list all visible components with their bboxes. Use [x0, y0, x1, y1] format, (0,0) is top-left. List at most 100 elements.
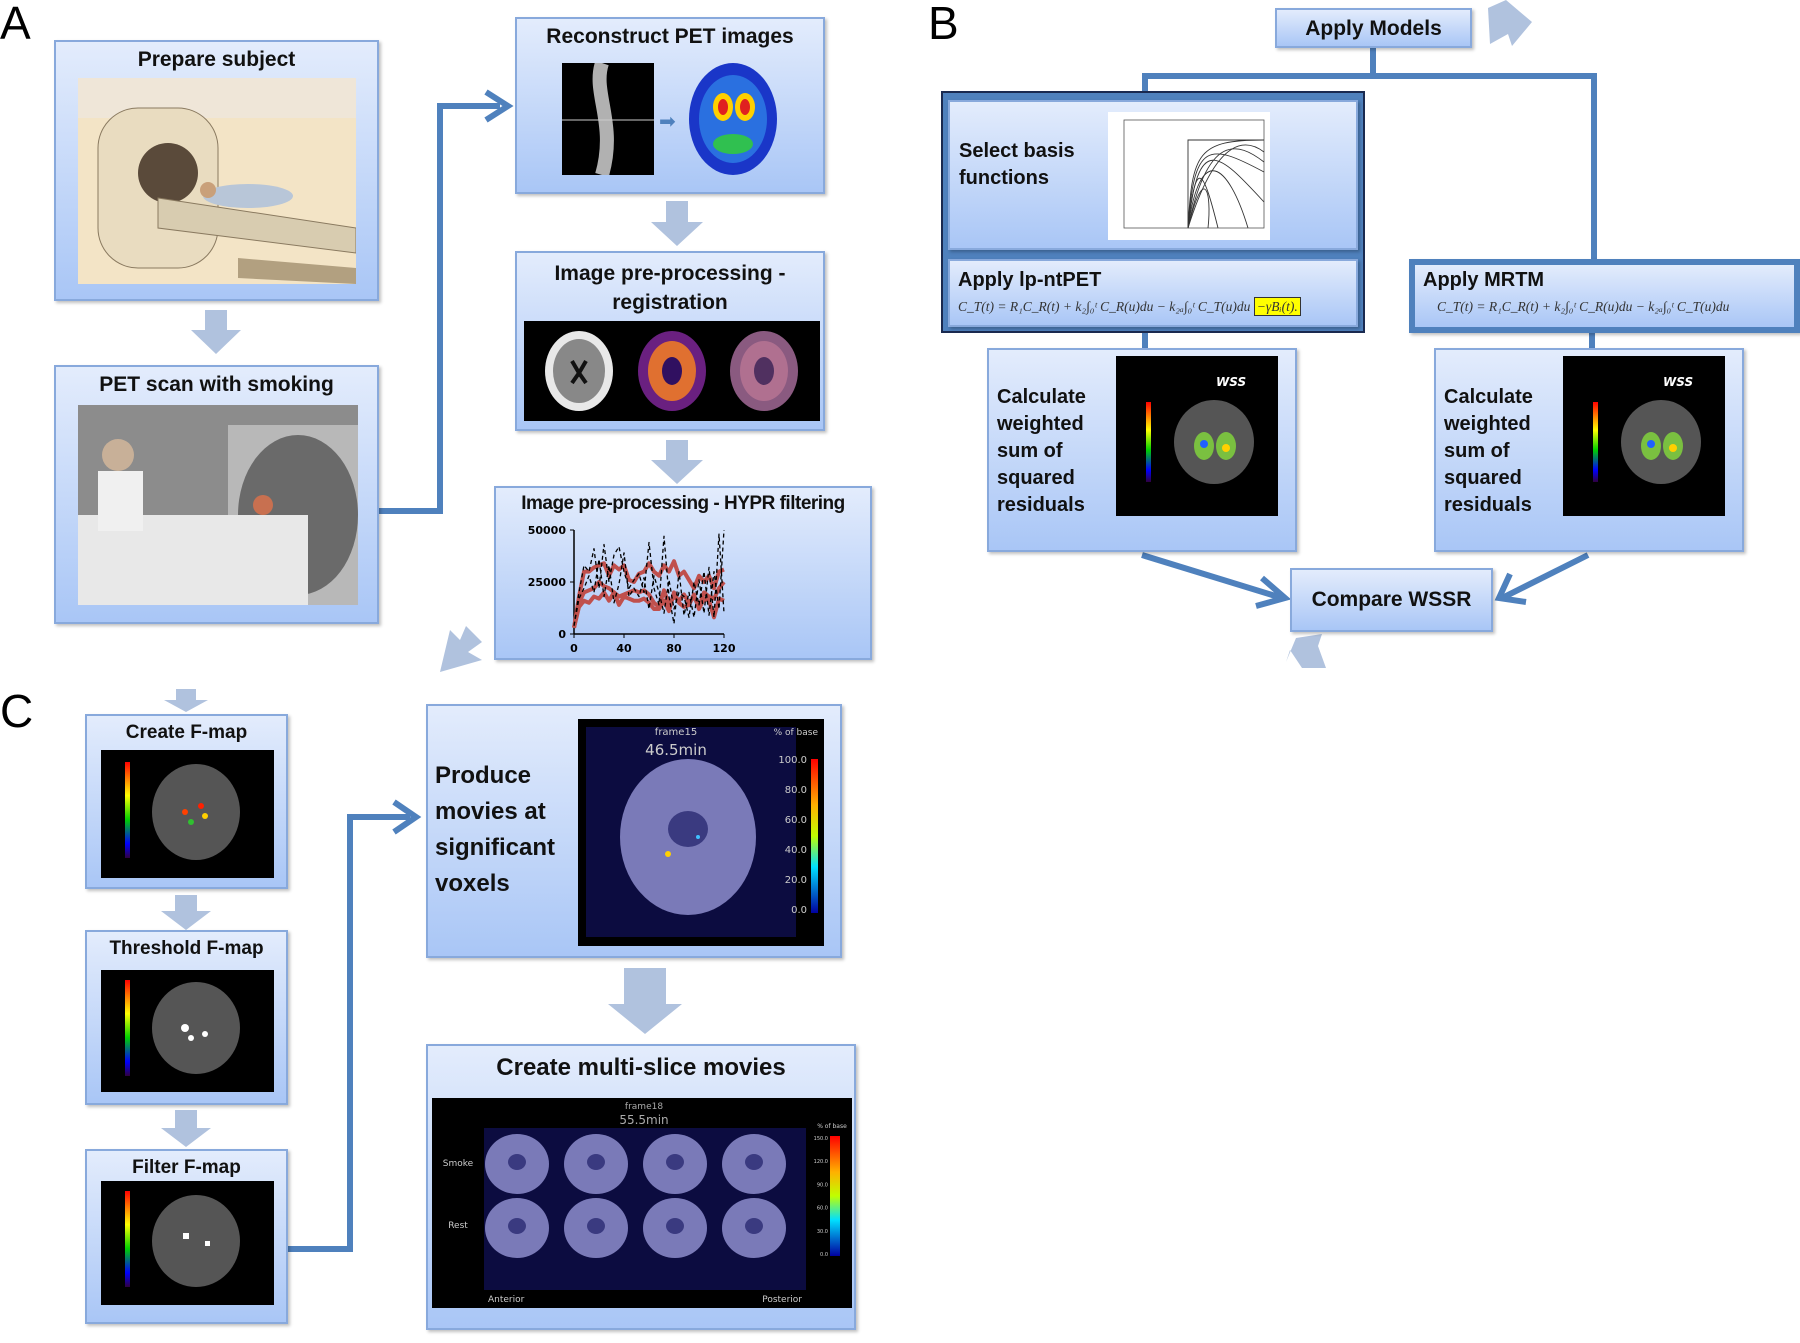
apply-models-box: Apply Models — [1275, 8, 1472, 48]
flow-arrow-down — [191, 310, 241, 354]
step-apply-mrtm: Apply MRTM C_T(t) = R₁C_R(t) + k₂∫₀ᵗ C_R… — [1409, 259, 1800, 333]
step-title: PET scan with smoking — [99, 373, 334, 396]
scan-room-photo — [78, 405, 358, 605]
scale-tick-label: 20.0 — [785, 875, 807, 886]
y-tick-label: 25000 — [528, 576, 567, 589]
x-tick-label: 120 — [713, 642, 736, 655]
connector-arrow-filter-to-movies — [288, 814, 410, 1252]
scale-tick-label: 60.0 — [785, 815, 807, 826]
x-tick-label: 0 — [570, 642, 578, 655]
filtered-fmap-image — [101, 1181, 274, 1305]
multi-slice-movie-image: frame18 55.5min Smoke Rest Anterior Post… — [432, 1098, 852, 1308]
y-tick-label: 0 — [558, 628, 566, 641]
step-prepare-subject: Prepare subject — [54, 40, 379, 301]
flow-arrow-down — [164, 689, 208, 712]
mrtm-equation: C_T(t) = R₁C_R(t) + k₂∫₀ᵗ C_R(u)du − k₂ₐ… — [1437, 299, 1730, 314]
fmap-image — [101, 750, 274, 878]
scale-tick-label: 100.0 — [778, 755, 807, 766]
step-title: Calculate weighted sum of squared residu… — [1444, 386, 1533, 516]
wss-label: WSS — [1663, 375, 1693, 389]
step-hypr-filtering: Image pre-processing - HYPR filtering 0 2… — [494, 486, 872, 660]
series-line-red — [572, 590, 725, 629]
step-title: Apply lp-ntPET — [958, 269, 1102, 291]
frame-label: frame18 — [625, 1102, 663, 1112]
step-title: Produce movies at significant voxels — [435, 762, 556, 897]
ventricle — [508, 1218, 526, 1234]
step-title: Threshold F-map — [109, 938, 264, 959]
scale-tick-label: 90.0 — [817, 1182, 828, 1188]
wss-label: WSS — [1216, 375, 1246, 389]
step-multi-slice-movies: Create multi-slice movies frame18 55.5mi… — [426, 1044, 856, 1330]
step-calc-wssr-right: Calculate weighted sum of squared residu… — [1434, 348, 1744, 552]
step-title: Prepare subject — [137, 48, 296, 71]
arrow-right-icon: ➡ — [659, 111, 676, 133]
anterior-label: Anterior — [488, 1295, 525, 1305]
connector-arrow-left-to-compare — [1141, 552, 1283, 601]
step-title: Calculate weighted sum of squared residu… — [997, 386, 1086, 516]
series-line-red — [572, 559, 725, 629]
scanner-illustration — [78, 78, 356, 284]
scale-tick-label: 0.0 — [820, 1252, 828, 1258]
scale-title: % of base — [774, 728, 819, 738]
step-calc-wssr-left: Calculate weighted sum of squared residu… — [987, 348, 1297, 552]
basis-functions-plot — [1108, 112, 1270, 240]
scale-tick-label: 0.0 — [791, 905, 807, 916]
step-title: Create F-map — [125, 722, 248, 743]
step-create-fmap: Create F-map — [85, 714, 288, 889]
step-apply-lp-ntpet: Apply lp-ntPET C_T(t) = R₁C_R(t) + k₂∫₀ᵗ… — [948, 259, 1358, 327]
wss-brain-map: WSS — [1116, 356, 1278, 516]
ventricle — [587, 1154, 605, 1170]
flow-arrow-down — [161, 1110, 211, 1147]
step-title: Image pre-processing - registration — [554, 262, 786, 314]
flow-arrow-down — [651, 440, 703, 484]
y-tick-label: 50000 — [528, 524, 567, 537]
x-tick-label: 40 — [616, 642, 632, 655]
step-produce-movies: Produce movies at significant voxels fra… — [426, 704, 842, 958]
step-filter-fmap: Filter F-map — [85, 1149, 288, 1324]
step-compare-wssr: Compare WSSR — [1290, 568, 1493, 632]
step-title: Reconstruct PET images — [546, 25, 794, 48]
wss-brain-map: WSS — [1563, 356, 1725, 516]
flow-arrow-down — [651, 201, 703, 246]
thresholded-fmap-image — [101, 970, 274, 1092]
chart-title: Image pre-processing - HYPR filtering — [521, 493, 845, 514]
scale-tick-label: 80.0 — [785, 785, 807, 796]
sinogram-image — [562, 63, 654, 175]
step-title: Create multi-slice movies — [496, 1054, 786, 1081]
scale-tick-label: 120.0 — [814, 1159, 828, 1165]
flow-arrow-outgoing — [1286, 634, 1326, 668]
x-tick-label: 80 — [666, 642, 682, 655]
scale-tick-label: 30.0 — [817, 1229, 828, 1235]
step-title: Apply Models — [1305, 17, 1442, 40]
posterior-label: Posterior — [762, 1295, 802, 1305]
time-label: 55.5min — [619, 1113, 668, 1127]
panel-label-c: C — [0, 685, 34, 737]
panel-label-b: B — [928, 0, 959, 49]
step-title: Compare WSSR — [1311, 588, 1472, 611]
time-label: 46.5min — [645, 741, 707, 759]
step-registration: Image pre-processing - registration — [515, 251, 825, 431]
flow-arrow-down — [161, 895, 211, 930]
flow-arrow-incoming — [1488, 0, 1532, 46]
row-label-rest: Rest — [448, 1221, 468, 1231]
movie-frame-image: frame15 46.5min % of base 100.0 80.0 60.0 4… — [578, 719, 824, 946]
ventricle — [587, 1218, 605, 1234]
connector-arrowhead — [484, 89, 514, 123]
ventricle — [666, 1154, 684, 1170]
scale-tick-label: 60.0 — [817, 1206, 828, 1212]
registration-images — [524, 321, 820, 421]
lp-ntpet-equation: C_T(t) = R₁C_R(t) + k₂∫₀ᵗ C_R(u)du − k₂ₐ… — [958, 297, 1301, 316]
flow-arrow-down-left — [440, 626, 482, 672]
step-title: Select basis functions — [959, 140, 1075, 189]
step-select-basis: Select basis functions — [948, 100, 1358, 250]
frame-label: frame15 — [655, 727, 697, 738]
step-title: Filter F-map — [132, 1157, 241, 1178]
scale-title: % of base — [817, 1123, 847, 1130]
step-title: Apply MRTM — [1423, 269, 1545, 291]
equation-body: C_T(t) = R₁C_R(t) + k₂∫₀ᵗ C_R(u)du − k₂ₐ… — [958, 299, 1251, 314]
ventricle — [666, 1218, 684, 1234]
ventricle — [745, 1154, 763, 1170]
panel-label-a: A — [0, 0, 31, 49]
